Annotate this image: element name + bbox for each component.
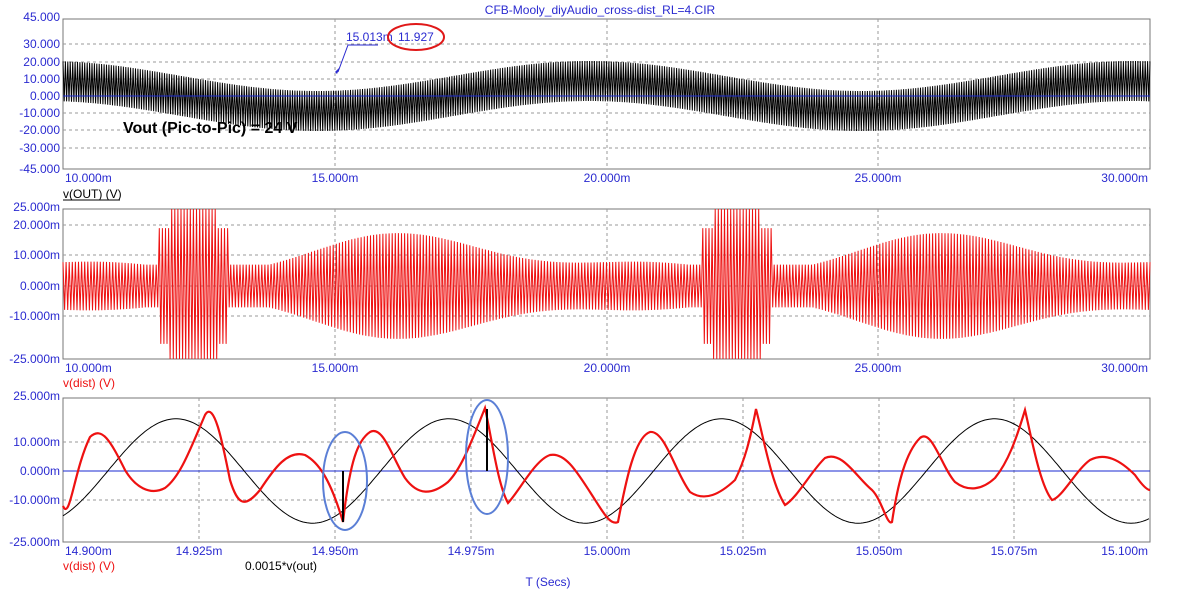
window-title: CFB-Mooly_diyAudio_cross-dist_RL=4.CIR bbox=[485, 3, 716, 17]
bottom-red-series-label: v(dist) (V) bbox=[63, 559, 115, 573]
y-tick-label: 30.000 bbox=[23, 37, 60, 51]
dist-trace-wide bbox=[62, 208, 1151, 360]
dist-trace-zoom bbox=[61, 404, 1151, 524]
x-tick-label: 15.050m bbox=[856, 544, 903, 558]
cursor-y-label: 11.927 bbox=[398, 30, 434, 44]
y-tick-label: -25.000m bbox=[9, 535, 60, 549]
x-tick-label: 14.975m bbox=[448, 544, 495, 558]
x-tick-label: 30.000m bbox=[1101, 171, 1148, 185]
x-tick-label: 15.025m bbox=[720, 544, 767, 558]
x-tick-label: 14.925m bbox=[176, 544, 223, 558]
cursor-highlight-ellipse bbox=[387, 23, 445, 51]
x-tick-label: 15.000m bbox=[312, 171, 359, 185]
x-tick-label: 15.075m bbox=[991, 544, 1038, 558]
y-tick-label: 0.000m bbox=[20, 464, 60, 478]
y-tick-label: -10.000m bbox=[9, 309, 60, 323]
x-tick-label: 20.000m bbox=[584, 171, 631, 185]
cursor-x-label: 15.013m bbox=[346, 30, 393, 44]
bottom-black-series-label: 0.0015*v(out) bbox=[245, 559, 317, 573]
tick-labels: 45.000 30.000 20.000 10.000 0.000 -10.000 -20.… bbox=[9, 10, 1148, 558]
x-tick-label: 10.000m bbox=[65, 361, 112, 375]
y-tick-label: -30.000 bbox=[19, 141, 60, 155]
x-tick-label: 30.000m bbox=[1101, 361, 1148, 375]
x-tick-label: 20.000m bbox=[584, 361, 631, 375]
x-axis-label: T (Secs) bbox=[525, 575, 570, 589]
y-tick-label: -10.000 bbox=[19, 106, 60, 120]
y-tick-label: 10.000 bbox=[23, 72, 60, 86]
y-tick-label: -20.000 bbox=[19, 123, 60, 137]
y-tick-label: 20.000m bbox=[13, 218, 60, 232]
x-tick-label: 15.000m bbox=[312, 361, 359, 375]
vout-trace bbox=[62, 60, 1151, 132]
y-tick-label: 25.000m bbox=[13, 389, 60, 403]
x-tick-label: 15.000m bbox=[584, 544, 631, 558]
y-tick-label: 0.000m bbox=[20, 279, 60, 293]
top-series-label: v(OUT) (V) bbox=[63, 187, 122, 201]
middle-series-label: v(dist) (V) bbox=[63, 376, 115, 390]
y-tick-label: 25.000m bbox=[13, 200, 60, 214]
y-tick-label: -10.000m bbox=[9, 493, 60, 507]
x-tick-label: 14.900m bbox=[65, 544, 112, 558]
y-tick-label: 10.000m bbox=[13, 435, 60, 449]
highlight-ellipse-1 bbox=[322, 431, 368, 531]
vout-annotation: Vout (Pic-to-Pic) = 24 V bbox=[123, 120, 298, 137]
y-tick-label: -25.000m bbox=[9, 352, 60, 366]
cursor-readout: 15.013m 11.927 bbox=[335, 23, 445, 74]
x-tick-label: 25.000m bbox=[855, 361, 902, 375]
highlight-ellipse-2 bbox=[465, 399, 509, 515]
y-tick-label: 10.000m bbox=[13, 248, 60, 262]
x-tick-label: 10.000m bbox=[65, 171, 112, 185]
y-tick-label: 0.000 bbox=[30, 89, 60, 103]
y-tick-label: 20.000 bbox=[23, 55, 60, 69]
x-tick-label: 25.000m bbox=[855, 171, 902, 185]
y-tick-label: 45.000 bbox=[23, 10, 60, 24]
x-tick-label: 14.950m bbox=[312, 544, 359, 558]
y-tick-label: -45.000 bbox=[19, 162, 60, 176]
x-tick-label: 15.100m bbox=[1101, 544, 1148, 558]
